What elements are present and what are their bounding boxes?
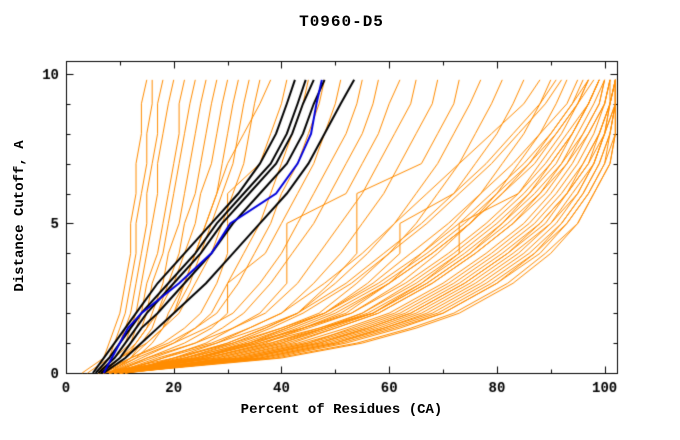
y-axis-label: Distance Cutoff, A (12, 140, 28, 292)
y-axis-label-wrap: Distance Cutoff, A (10, 66, 28, 366)
chart-title: T0960-D5 (299, 13, 384, 31)
x-axis-label: Percent of Residues (CA) (240, 402, 443, 418)
